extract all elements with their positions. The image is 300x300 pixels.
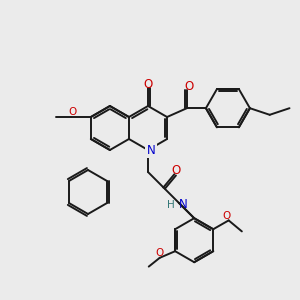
Text: N: N xyxy=(147,143,155,157)
Text: N: N xyxy=(178,198,187,211)
Text: O: O xyxy=(156,248,164,258)
Text: H: H xyxy=(167,200,175,210)
Text: O: O xyxy=(184,80,194,93)
Text: O: O xyxy=(143,77,153,91)
Text: O: O xyxy=(172,164,181,177)
Text: O: O xyxy=(223,212,231,221)
Text: O: O xyxy=(68,107,76,117)
